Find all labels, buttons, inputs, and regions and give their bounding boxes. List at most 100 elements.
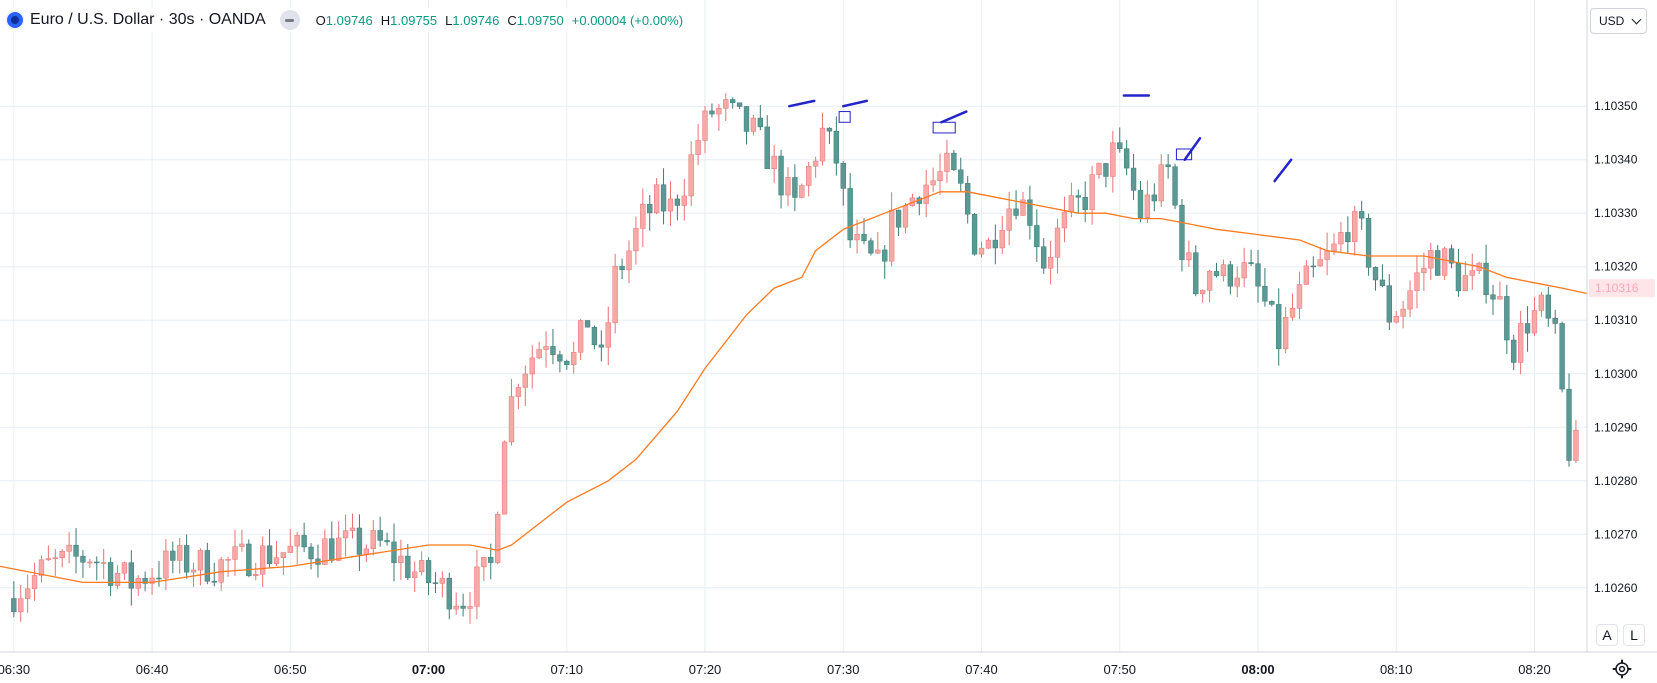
candle[interactable] — [785, 167, 791, 207]
candle[interactable] — [1041, 238, 1047, 274]
candle[interactable] — [1345, 216, 1351, 255]
candle[interactable] — [1407, 280, 1413, 318]
candle[interactable] — [1379, 264, 1386, 288]
drawings[interactable] — [788, 94, 1293, 183]
candle[interactable] — [1276, 288, 1282, 366]
candle[interactable] — [930, 167, 936, 193]
candle[interactable] — [508, 378, 515, 446]
candle[interactable] — [467, 591, 473, 624]
candle[interactable] — [398, 539, 404, 580]
candle[interactable] — [38, 555, 45, 583]
candle[interactable] — [1365, 213, 1372, 276]
marker-box-drawing[interactable] — [838, 111, 851, 123]
candle[interactable] — [1179, 198, 1185, 272]
candle[interactable] — [550, 329, 556, 365]
candle[interactable] — [1566, 373, 1572, 467]
trend-line-drawing[interactable] — [940, 110, 968, 124]
candle[interactable] — [1262, 268, 1268, 307]
candle[interactable] — [1552, 309, 1558, 334]
candle[interactable] — [1282, 306, 1289, 354]
candle[interactable] — [716, 103, 722, 131]
candle[interactable] — [1531, 296, 1538, 337]
candle[interactable] — [342, 514, 349, 557]
candle[interactable] — [391, 523, 397, 582]
candle[interactable] — [709, 103, 715, 118]
candle[interactable] — [937, 153, 943, 196]
candle[interactable] — [515, 383, 522, 410]
candle[interactable] — [204, 542, 211, 585]
candle[interactable] — [1303, 260, 1310, 286]
candle[interactable] — [674, 194, 681, 221]
candle[interactable] — [1386, 274, 1392, 331]
candle[interactable] — [1448, 244, 1455, 269]
candle[interactable] — [1200, 289, 1206, 303]
candle[interactable] — [1206, 269, 1213, 303]
trend-line-drawing[interactable] — [788, 99, 816, 108]
candle[interactable] — [432, 572, 439, 593]
candle[interactable] — [225, 556, 231, 577]
candle[interactable] — [1441, 246, 1448, 280]
candle[interactable] — [564, 359, 570, 370]
candle[interactable] — [322, 529, 328, 566]
settings-gear-icon[interactable] — [1612, 659, 1632, 679]
candle[interactable] — [1047, 240, 1054, 285]
candle[interactable] — [1504, 284, 1510, 355]
candle[interactable] — [412, 561, 418, 593]
candle[interactable] — [571, 341, 577, 374]
candle[interactable] — [799, 183, 805, 199]
candle[interactable] — [923, 169, 929, 218]
candle[interactable] — [985, 237, 992, 250]
candle[interactable] — [1158, 154, 1164, 207]
candle[interactable] — [584, 320, 591, 328]
collapse-legend-button[interactable] — [279, 10, 300, 30]
time-axis[interactable] — [0, 652, 1657, 683]
candle[interactable] — [1524, 306, 1531, 352]
auto-scale-button[interactable]: A — [1596, 624, 1618, 646]
candle[interactable] — [453, 592, 459, 615]
candle[interactable] — [543, 331, 549, 368]
candle[interactable] — [1269, 300, 1275, 307]
candle[interactable] — [1289, 293, 1296, 321]
candle[interactable] — [183, 534, 190, 579]
candle[interactable] — [425, 557, 432, 596]
candle[interactable] — [826, 127, 833, 145]
candle[interactable] — [31, 562, 38, 601]
candle[interactable] — [591, 325, 598, 350]
candle[interactable] — [163, 539, 169, 591]
candle[interactable] — [695, 124, 701, 166]
candle[interactable] — [1511, 334, 1517, 371]
candle[interactable] — [1414, 256, 1420, 309]
candle[interactable] — [1061, 196, 1068, 243]
candle[interactable] — [1020, 191, 1026, 217]
candle[interactable] — [142, 571, 148, 592]
candle[interactable] — [481, 556, 487, 582]
candle[interactable] — [612, 253, 618, 334]
candle[interactable] — [1538, 291, 1545, 317]
marker-box-drawing[interactable] — [932, 121, 956, 134]
candle[interactable] — [653, 178, 660, 215]
log-scale-button[interactable]: L — [1623, 624, 1645, 646]
candle[interactable] — [529, 345, 535, 389]
candle[interactable] — [246, 539, 252, 578]
candle[interactable] — [730, 97, 736, 109]
candle[interactable] — [121, 561, 128, 581]
moving-average[interactable] — [0, 191, 1588, 584]
candle[interactable] — [52, 548, 58, 576]
candle[interactable] — [1428, 242, 1434, 280]
candle[interactable] — [80, 550, 86, 578]
candle[interactable] — [1393, 310, 1399, 324]
candle[interactable] — [605, 306, 611, 366]
candle[interactable] — [170, 541, 176, 574]
candle[interactable] — [135, 575, 141, 596]
candle[interactable] — [1227, 260, 1234, 295]
candle[interactable] — [1130, 154, 1137, 201]
candle[interactable] — [384, 532, 390, 546]
candle[interactable] — [1517, 310, 1524, 375]
candle[interactable] — [944, 139, 950, 183]
candle[interactable] — [239, 529, 245, 552]
candle[interactable] — [1151, 183, 1157, 212]
candle[interactable] — [1234, 266, 1240, 298]
candle[interactable] — [743, 106, 750, 145]
